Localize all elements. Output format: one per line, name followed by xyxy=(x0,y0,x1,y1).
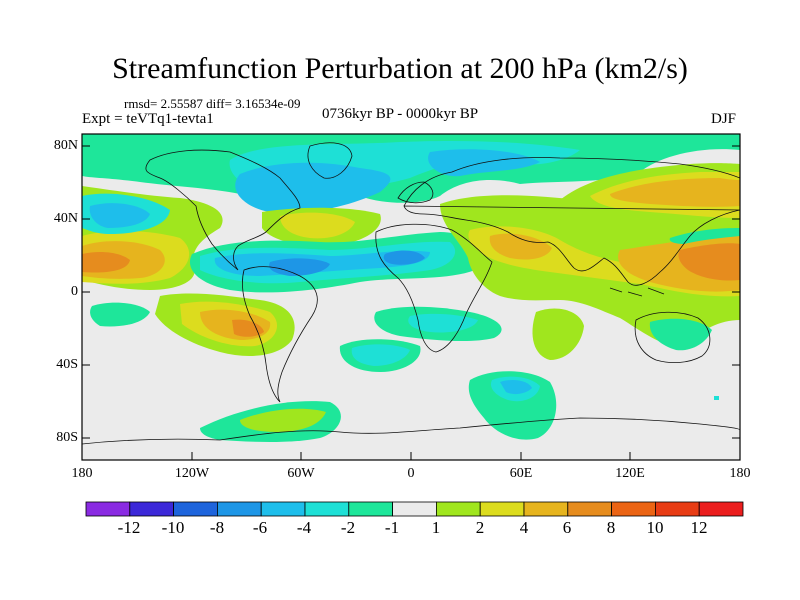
colorbar-swatch xyxy=(85,501,131,517)
colorbar-label: 1 xyxy=(431,518,441,537)
colorbar-label: 6 xyxy=(562,518,572,537)
contour-region xyxy=(232,319,264,337)
colorbar-swatch xyxy=(611,501,656,517)
contour-region xyxy=(240,408,326,432)
colorbar-swatch xyxy=(392,501,437,517)
colorbar-label: 12 xyxy=(690,518,708,537)
contour-region xyxy=(90,302,150,327)
colorbar-label: -4 xyxy=(296,518,312,537)
contour-region xyxy=(428,149,540,177)
colorbar-swatch xyxy=(698,501,744,517)
colorbar-label: 8 xyxy=(606,518,616,537)
lon-label: 120E xyxy=(615,466,645,481)
coast-north-america xyxy=(145,149,301,271)
coast-australia xyxy=(634,311,711,364)
colorbar-label: 4 xyxy=(519,518,529,537)
lat-label: 80N xyxy=(53,138,78,153)
colorbar-label: 10 xyxy=(646,518,664,537)
colorbar-label: -1 xyxy=(384,518,400,537)
lon-label: 120W xyxy=(174,466,210,481)
coast-indonesia xyxy=(609,287,665,297)
colorbar-swatch xyxy=(348,501,393,517)
contour-region xyxy=(500,380,532,395)
lat-label: 40N xyxy=(53,211,78,226)
contour-region xyxy=(649,318,712,351)
colorbar-swatch xyxy=(173,501,218,517)
axis-ticks xyxy=(81,145,741,460)
coast-europe xyxy=(397,181,434,204)
contour-region xyxy=(532,308,584,360)
contour-region xyxy=(383,250,425,265)
colorbar-swatch xyxy=(129,501,175,517)
colorbar xyxy=(85,501,744,517)
period-label: 0736kyr BP - 0000kyr BP xyxy=(322,106,479,122)
contour-region xyxy=(610,178,740,207)
colorbar-label: -8 xyxy=(209,518,225,537)
contour-region xyxy=(269,258,330,276)
coastlines xyxy=(82,142,740,445)
page-title: Streamfunction Perturbation at 200 hPa (… xyxy=(112,52,688,85)
contour-region xyxy=(408,313,478,333)
season-label: DJF xyxy=(711,111,737,127)
colorbar-swatch xyxy=(567,501,612,517)
contour-region xyxy=(714,396,719,400)
colorbar-swatch xyxy=(260,501,306,517)
lat-label: 40S xyxy=(56,357,78,372)
contour-region xyxy=(280,212,355,239)
coast-eurasia xyxy=(403,157,740,286)
colorbar-swatch xyxy=(479,501,525,517)
experiment-label: Expt = teVTq1-tevta1 xyxy=(82,111,214,127)
contour-region xyxy=(235,162,391,213)
colorbar-label: -12 xyxy=(117,518,141,537)
stats-label: rmsd= 2.55587 diff= 3.16534e-09 xyxy=(124,96,301,111)
contour-region xyxy=(351,344,410,366)
colorbar-label: -6 xyxy=(252,518,268,537)
coast-antarctica xyxy=(82,417,740,445)
colorbar-label: -10 xyxy=(161,518,185,537)
colorbar-label: 2 xyxy=(475,518,485,537)
contour-field xyxy=(82,134,740,460)
lat-label: 80S xyxy=(56,430,78,445)
contour-region xyxy=(82,252,130,273)
lon-label: 0 xyxy=(407,466,415,481)
coast-greenland xyxy=(307,142,353,179)
colorbar-swatch xyxy=(304,501,350,517)
coast-africa xyxy=(375,223,493,353)
lat-label: 0 xyxy=(71,284,78,299)
lon-label: 180 xyxy=(71,466,93,481)
contour-region xyxy=(89,203,150,228)
contour-region xyxy=(489,233,552,260)
colorbar-swatch xyxy=(655,501,700,517)
colorbar-label: -2 xyxy=(340,518,356,537)
lon-label: 180 xyxy=(729,466,751,481)
colorbar-swatch xyxy=(523,501,569,517)
lon-label: 60E xyxy=(509,466,533,481)
contour-region xyxy=(82,137,213,170)
colorbar-swatch xyxy=(216,501,262,517)
contour-region xyxy=(678,243,740,281)
lon-label: 60W xyxy=(287,466,315,481)
colorbar-swatch xyxy=(435,501,481,517)
coast-south-america xyxy=(242,266,318,403)
